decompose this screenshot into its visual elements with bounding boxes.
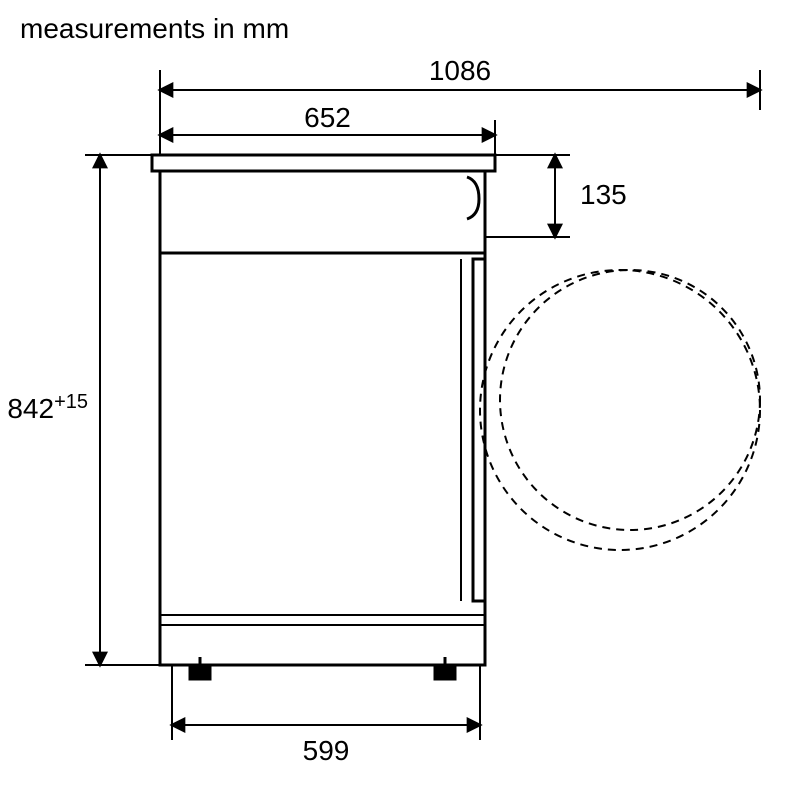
title-label: measurements in mm [20, 13, 289, 44]
dim-overall-width: 1086 [429, 55, 491, 86]
dim-depth: 652 [304, 102, 351, 133]
door-swing-arcs [480, 270, 760, 550]
dim-panel-height: 135 [580, 179, 627, 210]
dim-height: 842+15 [7, 391, 88, 424]
appliance-side-view [152, 155, 495, 679]
dim-width: 599 [303, 735, 350, 766]
technical-drawing: measurements in mm 1086 652 135 842+15 5… [0, 0, 800, 800]
